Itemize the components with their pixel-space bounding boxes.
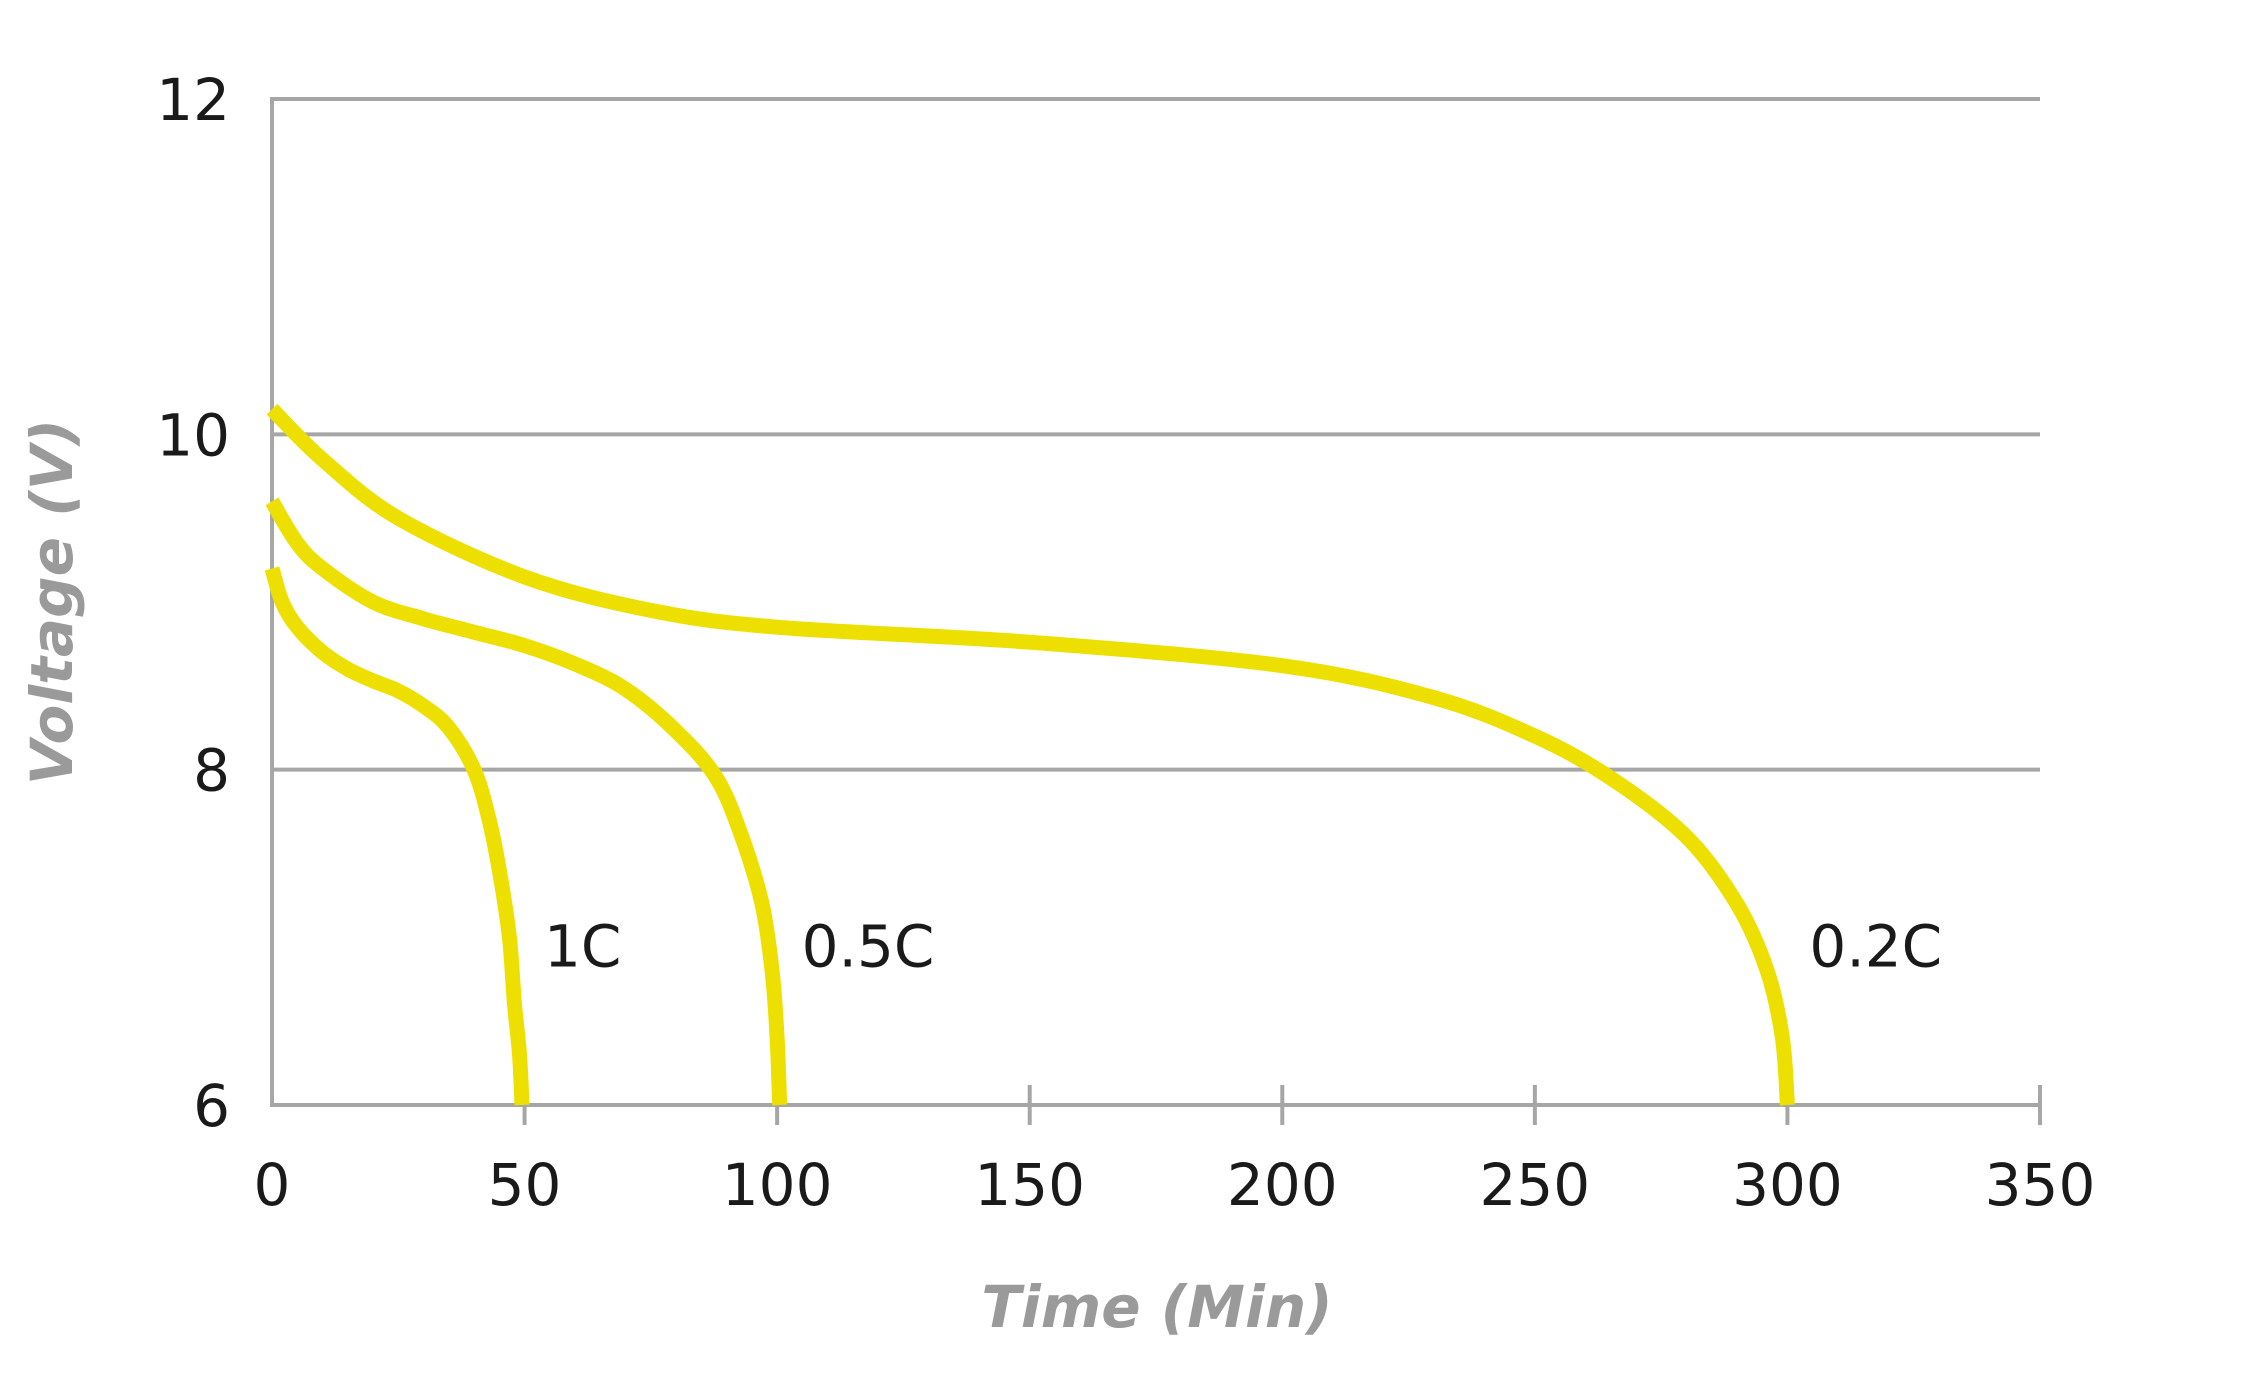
x-tick-label: 50	[488, 1151, 562, 1219]
x-tick-label: 150	[974, 1151, 1085, 1219]
y-tick-label: 10	[156, 401, 230, 469]
series-label: 0.5C	[802, 913, 935, 981]
x-tick-label: 350	[1985, 1151, 2096, 1219]
series-line-1C	[264, 566, 530, 1106]
x-tick-label: 300	[1732, 1151, 1843, 1219]
y-tick-label: 6	[193, 1072, 230, 1140]
grid-layer	[272, 97, 2040, 772]
y-tick-label: 12	[156, 66, 230, 134]
series-line-0.2C	[266, 403, 1795, 1106]
series-label: 1C	[544, 913, 621, 981]
x-axis-title: Time (Min)	[981, 1273, 1332, 1341]
series-label: 0.2C	[1809, 913, 1942, 981]
label-layer: 6 8 10 12 0 50 100 150 200 250 300 350 1C 0.5C 0.2C	[156, 66, 2095, 1219]
series-line-0.5C	[265, 497, 788, 1106]
x-tick-label: 0	[254, 1151, 291, 1219]
x-tick-label: 250	[1479, 1151, 1590, 1219]
y-axis-title: Voltage (V)	[18, 419, 86, 785]
series-layer	[264, 403, 1795, 1106]
x-tick-label: 100	[722, 1151, 833, 1219]
x-tick-label: 200	[1227, 1151, 1338, 1219]
y-tick-label: 8	[193, 737, 230, 805]
